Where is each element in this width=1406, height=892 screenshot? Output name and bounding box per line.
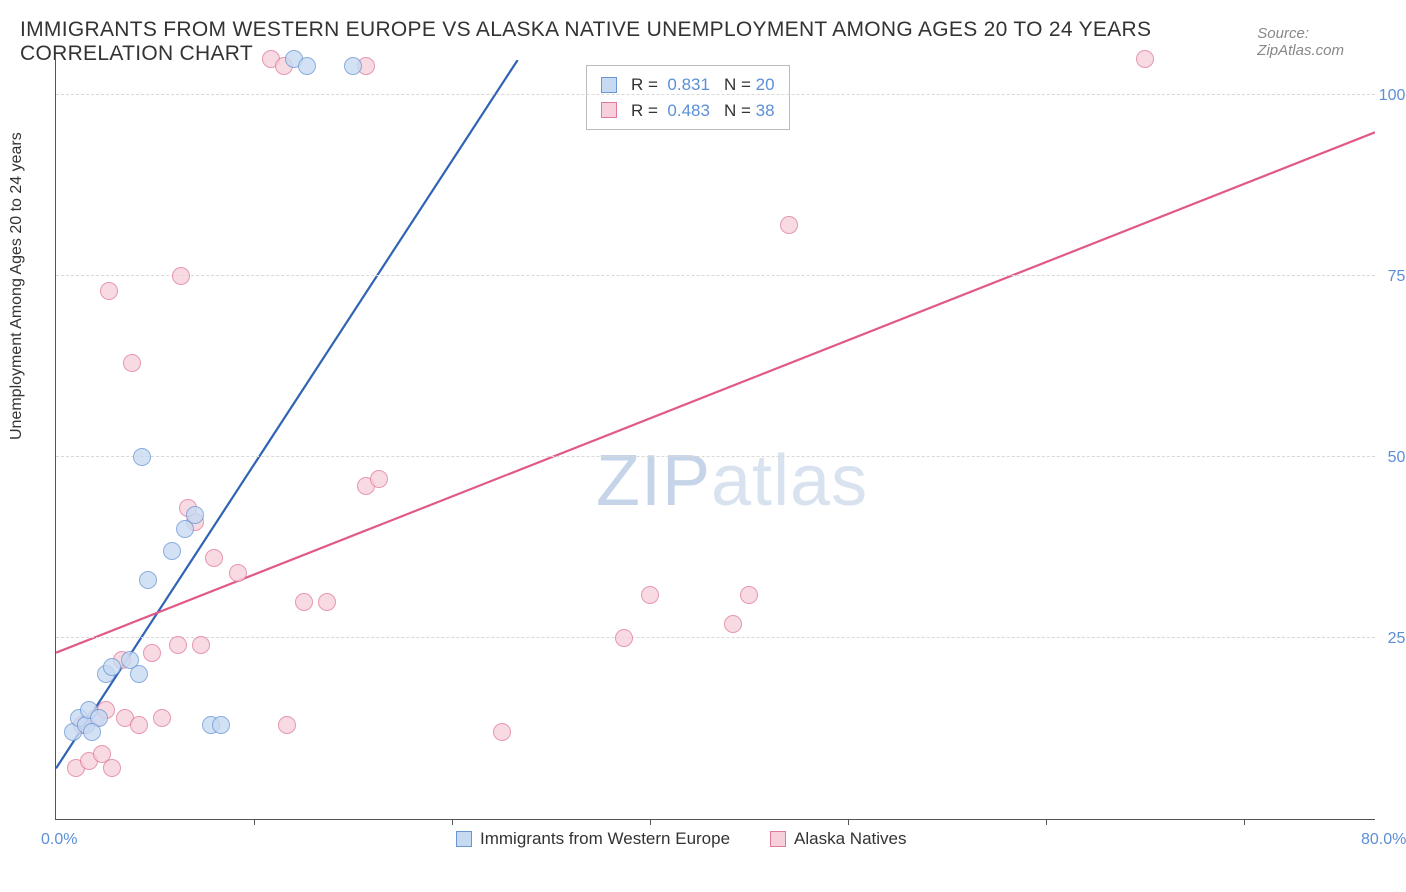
series-2-r-value: 0.483 [667, 101, 710, 120]
series-1-swatch-icon [456, 831, 472, 847]
data-point [123, 354, 141, 372]
y-axis-label: Unemployment Among Ages 20 to 24 years [8, 132, 26, 440]
data-point [186, 506, 204, 524]
x-tick-mark [1244, 819, 1245, 825]
data-point [103, 759, 121, 777]
y-tick-label: 50.0% [1388, 449, 1406, 467]
series-1-n-value: 20 [756, 75, 775, 94]
data-point [1136, 50, 1154, 68]
legend-item-series-1: Immigrants from Western Europe [456, 829, 730, 849]
legend-item-series-2: Alaska Natives [770, 829, 906, 849]
data-point [103, 658, 121, 676]
bottom-legend: Immigrants from Western Europe Alaska Na… [456, 829, 906, 849]
correlation-stats-box: R = 0.831 N = 20 R = 0.483 N = 38 [586, 65, 790, 130]
x-tick-label: 80.0% [1361, 831, 1406, 849]
data-point [169, 636, 187, 654]
data-point [724, 615, 742, 633]
data-point [133, 448, 151, 466]
source-attribution: Source: ZipAtlas.com [1257, 25, 1386, 59]
scatter-chart: ZIPatlas R = 0.831 N = 20 R = 0.483 N = … [55, 60, 1375, 820]
data-point [278, 716, 296, 734]
data-point [192, 636, 210, 654]
series-1-label: Immigrants from Western Europe [480, 829, 730, 849]
data-point [212, 716, 230, 734]
trend-line [56, 132, 1375, 652]
series-2-label: Alaska Natives [794, 829, 906, 849]
data-point [298, 57, 316, 75]
series-1-r-value: 0.831 [667, 75, 710, 94]
data-point [83, 723, 101, 741]
series-2-swatch [601, 102, 617, 118]
x-tick-mark [848, 819, 849, 825]
x-tick-mark [452, 819, 453, 825]
data-point [370, 470, 388, 488]
data-point [740, 586, 758, 604]
data-point [163, 542, 181, 560]
gridline-horizontal [56, 275, 1375, 276]
chart-title: IMMIGRANTS FROM WESTERN EUROPE VS ALASKA… [20, 18, 1257, 66]
data-point [493, 723, 511, 741]
y-tick-label: 25.0% [1388, 630, 1406, 648]
series-2-n-value: 38 [756, 101, 775, 120]
data-point [139, 571, 157, 589]
data-point [172, 267, 190, 285]
data-point [295, 593, 313, 611]
data-point [344, 57, 362, 75]
series-2-swatch-icon [770, 831, 786, 847]
x-tick-mark [1046, 819, 1047, 825]
data-point [205, 549, 223, 567]
y-tick-label: 100.0% [1379, 87, 1406, 105]
y-tick-label: 75.0% [1388, 268, 1406, 286]
data-point [780, 216, 798, 234]
data-point [318, 593, 336, 611]
stats-row-series-2: R = 0.483 N = 38 [601, 98, 775, 124]
series-1-swatch [601, 77, 617, 93]
x-tick-mark [650, 819, 651, 825]
x-tick-mark [254, 819, 255, 825]
data-point [130, 716, 148, 734]
gridline-horizontal [56, 637, 1375, 638]
data-point [130, 665, 148, 683]
data-point [100, 282, 118, 300]
data-point [615, 629, 633, 647]
gridline-horizontal [56, 456, 1375, 457]
gridline-horizontal [56, 94, 1375, 95]
data-point [143, 644, 161, 662]
data-point [153, 709, 171, 727]
data-point [641, 586, 659, 604]
watermark: ZIPatlas [596, 440, 868, 522]
trend-lines-layer [56, 60, 1375, 819]
data-point [229, 564, 247, 582]
x-tick-label: 0.0% [41, 831, 77, 849]
